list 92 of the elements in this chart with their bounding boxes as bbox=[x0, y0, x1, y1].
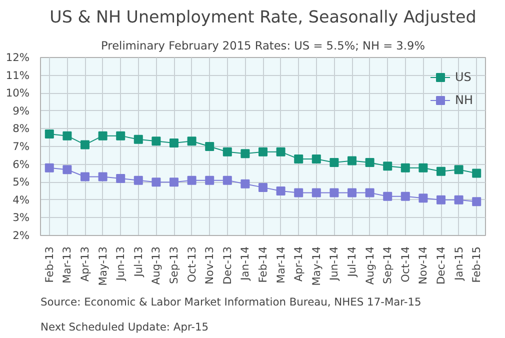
source-note: Source: Economic & Labor Market Information Bureau, NHES 17-Mar-15 bbox=[40, 296, 422, 308]
point bbox=[454, 195, 464, 204]
y-tick-label: 5% bbox=[12, 176, 30, 189]
legend-label: US bbox=[455, 70, 472, 84]
point bbox=[222, 176, 232, 185]
point bbox=[80, 172, 90, 182]
y-tick-label: 3% bbox=[12, 211, 30, 224]
point bbox=[312, 154, 321, 164]
point bbox=[116, 131, 126, 140]
x-tick-label: Jan-15 bbox=[452, 246, 466, 282]
x-tick-label: Oct-14 bbox=[398, 246, 412, 282]
point bbox=[418, 163, 428, 172]
x-tick-label: Aug-13 bbox=[150, 246, 163, 285]
point bbox=[258, 147, 268, 156]
y-tick-label: 8% bbox=[12, 122, 30, 136]
y-tick-label: 12% bbox=[6, 51, 30, 64]
point bbox=[276, 186, 286, 196]
point bbox=[240, 149, 250, 158]
point bbox=[62, 131, 72, 140]
point bbox=[205, 142, 214, 151]
x-tick-label: Feb-13 bbox=[42, 246, 56, 283]
x-tick-label: Sep-13 bbox=[168, 246, 180, 284]
y-tick-label: 9% bbox=[12, 104, 30, 118]
x-tick-label: Nov-14 bbox=[416, 246, 430, 284]
x-tick-label: Jun-13 bbox=[114, 246, 128, 282]
chart-subtitle: Preliminary February 2015 Rates: US = 5.5%; NH = 3.9% bbox=[101, 38, 426, 52]
point bbox=[454, 165, 464, 174]
y-tick-label: 2% bbox=[12, 229, 30, 242]
x-tick-label: Oct-13 bbox=[185, 246, 198, 282]
point bbox=[294, 188, 304, 198]
chart-title: US & NH Unemployment Rate, Seasonally Adjusted bbox=[50, 8, 476, 26]
point bbox=[44, 163, 54, 172]
point bbox=[330, 158, 339, 168]
point bbox=[330, 188, 339, 198]
x-tick-label: Dec-13 bbox=[220, 246, 234, 285]
point bbox=[116, 174, 126, 184]
x-tick-label: Mar-13 bbox=[60, 246, 74, 284]
x-tick-label: May-13 bbox=[96, 246, 110, 286]
x-tick-label: Jun-14 bbox=[328, 246, 341, 282]
point bbox=[436, 166, 446, 176]
point bbox=[365, 188, 374, 198]
x-tick-label: Apr-14 bbox=[292, 246, 306, 282]
legend-label: NH bbox=[455, 93, 474, 107]
x-tick-label: Jan-14 bbox=[238, 246, 252, 282]
text: Next Scheduled Update: Apr-15 bbox=[40, 320, 209, 334]
point bbox=[400, 192, 410, 201]
point bbox=[383, 162, 392, 171]
x-tick-label: Aug-14 bbox=[363, 246, 376, 285]
x-tick-label: Sep-14 bbox=[381, 246, 394, 284]
point bbox=[187, 136, 196, 146]
point bbox=[276, 147, 286, 156]
point bbox=[418, 194, 428, 203]
point bbox=[62, 165, 72, 174]
point bbox=[44, 130, 54, 139]
point bbox=[152, 178, 161, 187]
x-tick-label: Dec-14 bbox=[434, 246, 448, 285]
point bbox=[400, 163, 410, 172]
point bbox=[258, 182, 268, 192]
x-tick-label: Jul-14 bbox=[346, 246, 358, 278]
point bbox=[312, 188, 321, 198]
point bbox=[348, 188, 356, 198]
point bbox=[240, 179, 250, 188]
point bbox=[98, 172, 108, 182]
point bbox=[222, 147, 232, 156]
point bbox=[170, 178, 178, 187]
point bbox=[294, 154, 304, 164]
y-tick-label: 7% bbox=[12, 140, 30, 153]
point bbox=[98, 131, 108, 140]
point bbox=[365, 158, 374, 168]
y-tick-label: 10% bbox=[6, 86, 30, 100]
x-tick-label: Feb-15 bbox=[470, 246, 484, 283]
y-tick-label: 4% bbox=[12, 193, 30, 206]
point bbox=[170, 138, 178, 148]
point bbox=[205, 176, 214, 185]
x-tick-label: Apr-13 bbox=[78, 246, 92, 282]
point bbox=[80, 140, 90, 150]
point bbox=[134, 134, 143, 144]
point bbox=[472, 197, 482, 206]
y-tick-label: 11% bbox=[6, 68, 30, 82]
x-tick-label: May-14 bbox=[310, 246, 323, 286]
point bbox=[383, 192, 392, 201]
point bbox=[152, 136, 161, 146]
y-tick-label: 6% bbox=[12, 158, 30, 171]
point bbox=[472, 168, 482, 178]
x-tick-label: Feb-14 bbox=[256, 246, 270, 283]
x-tick-label: Jul-13 bbox=[132, 246, 145, 278]
point bbox=[134, 176, 143, 185]
point bbox=[187, 176, 196, 185]
point bbox=[348, 156, 356, 166]
point bbox=[436, 195, 446, 204]
x-tick-label: Nov-13 bbox=[203, 246, 216, 284]
x-tick-label: Mar-14 bbox=[274, 246, 288, 284]
